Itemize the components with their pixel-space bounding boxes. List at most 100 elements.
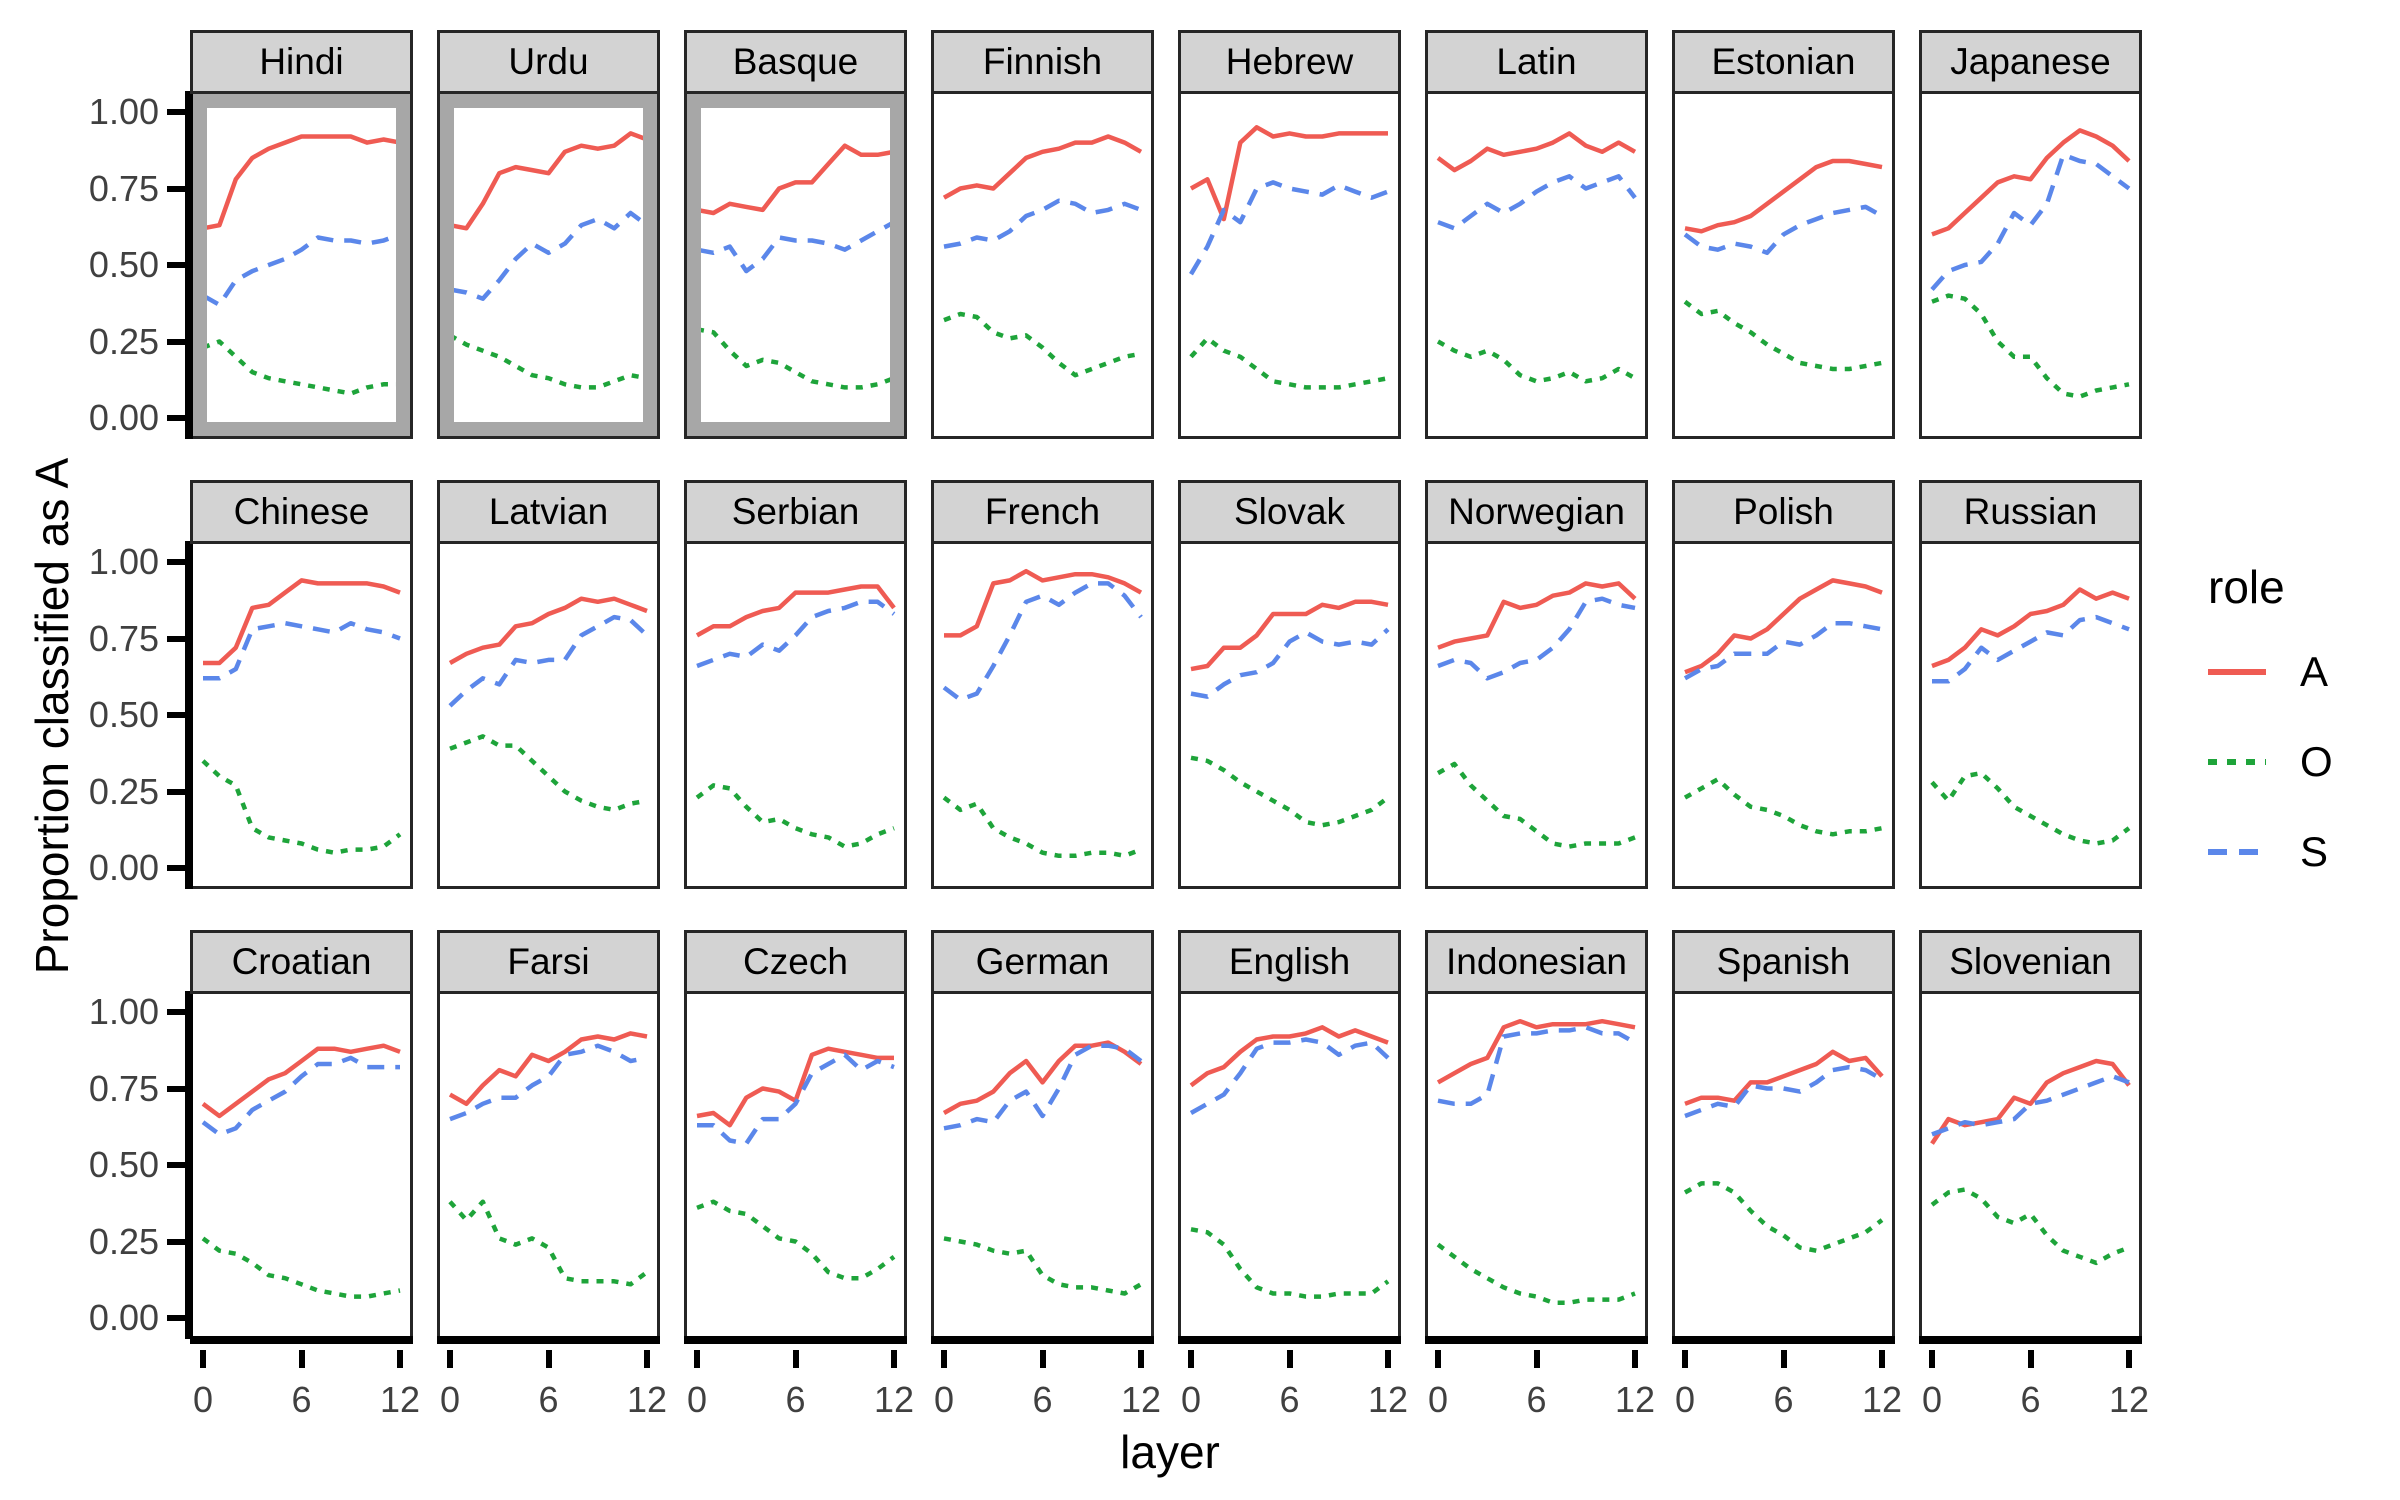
series-O-line (1683, 1181, 1884, 1253)
facet-panel (1672, 91, 1895, 439)
facet-plot (201, 578, 402, 855)
series-A-line (1684, 158, 1883, 234)
facet-panel: 0 6 12 (931, 991, 1161, 1420)
x-tick-label: 6 (1773, 1379, 1794, 1420)
facet-panel (1672, 541, 1895, 889)
x-axis-line (684, 1336, 907, 1344)
facet-plot (1930, 587, 2131, 846)
facet-plot (448, 1031, 649, 1287)
facet-row: Chinese 1.00 0.75 0.50 0.25 0.00 Latvian Serbia… (89, 480, 2142, 889)
facet-panel (1425, 91, 1648, 439)
series-O-line (1931, 293, 2130, 399)
facet-strip-label: Basque (684, 30, 907, 94)
x-tick-label: 12 (1614, 1379, 1656, 1420)
x-tick-label: 0 (1427, 1379, 1449, 1420)
x-tick-label: 12 (2108, 1379, 2150, 1420)
facet-plot (1189, 125, 1389, 390)
facet-plot (448, 131, 649, 390)
series-S-line (697, 1052, 895, 1146)
y-tick-label: 0.00 (88, 847, 159, 888)
facet-strip-label: Indonesian (1425, 930, 1648, 994)
facet-farsi: Farsi 0 6 12 (437, 930, 667, 1420)
y-tick-label: 0.25 (88, 320, 159, 362)
facet-plot (1189, 1025, 1390, 1299)
facet-panel (1178, 91, 1401, 439)
x-tick-mark (2126, 1350, 2132, 1368)
series-O-line (1190, 1227, 1390, 1299)
facet-strip-label: Norwegian (1425, 480, 1648, 544)
y-tick-label: 1.00 (88, 991, 159, 1032)
series-S-line (1189, 1037, 1390, 1115)
x-tick-mark (694, 1350, 700, 1368)
series-A-line (695, 584, 896, 638)
x-tick-label: 6 (785, 1379, 806, 1420)
series-S-line (1930, 152, 2131, 291)
series-A-line (942, 134, 1143, 200)
series-A-line (696, 143, 895, 216)
x-axis-line (437, 1336, 660, 1344)
series-A-line (448, 1031, 648, 1107)
x-tick-mark (1879, 1350, 1885, 1368)
facet-slovak: Slovak (1178, 480, 1401, 889)
facet-strip-label: Farsi (437, 930, 660, 994)
y-tick-mark (167, 788, 185, 795)
x-tick-label: 12 (873, 1379, 915, 1420)
series-A-line (1684, 1049, 1884, 1106)
x-tick-mark (1435, 1350, 1441, 1368)
x-tick-mark (792, 1350, 799, 1368)
series-O-line (1683, 777, 1883, 837)
series-O-line (943, 311, 1142, 378)
series-S-line (696, 599, 896, 669)
series-S-line (1189, 180, 1389, 276)
x-axis-line (1178, 1336, 1401, 1344)
series-A-line (1437, 581, 1637, 650)
x-tick-mark (200, 1350, 206, 1368)
legend-key-dotted-line-icon (2208, 759, 2266, 765)
facet-basque: Basque (684, 30, 907, 439)
facet-panel (931, 541, 1154, 889)
y-tick-label: 0.50 (88, 694, 159, 735)
facet-french: French (931, 480, 1154, 889)
series-A-line (448, 596, 648, 665)
x-axis-title: layer (1120, 1426, 1220, 1478)
x-tick-label: 12 (379, 1379, 421, 1420)
series-O-line (1683, 299, 1883, 372)
x-tick-mark (545, 1350, 552, 1368)
series-S-line (201, 1055, 400, 1137)
series-A-line (1436, 1018, 1636, 1085)
series-A-line (201, 1043, 401, 1119)
x-tick-label: 12 (1367, 1379, 1409, 1420)
series-A-line (942, 1040, 1143, 1115)
series-O-line (448, 1199, 649, 1287)
facet-strip-label: French (931, 480, 1154, 544)
facet-strip-label: Spanish (1672, 930, 1895, 994)
facet-strip-label: Estonian (1672, 30, 1895, 94)
y-tick-mark (167, 1085, 185, 1092)
facet-plot (201, 1043, 401, 1299)
series-O-line (942, 795, 1142, 859)
facet-strip-label: Serbian (684, 480, 907, 544)
facet-plot (448, 596, 649, 813)
x-tick-mark (891, 1350, 897, 1368)
facet-urdu: Urdu (437, 30, 660, 439)
series-S-line (1684, 1064, 1884, 1119)
y-tick-label: 0.00 (88, 397, 159, 438)
x-tick-label: 6 (1279, 1379, 1300, 1420)
legend-item-A: A (2208, 648, 2333, 696)
series-S-line (449, 210, 649, 301)
series-O-line (201, 759, 402, 855)
x-tick-label: 0 (439, 1379, 461, 1420)
series-S-line (1932, 614, 2130, 684)
x-tick-mark (298, 1350, 305, 1368)
series-S-line (449, 1043, 648, 1122)
facet-strip-label: Slovak (1178, 480, 1401, 544)
x-tick-label: 12 (1861, 1379, 1903, 1420)
x-tick-label: 0 (933, 1379, 955, 1420)
facet-plot (1930, 128, 2131, 399)
facet-plot (1436, 581, 1637, 849)
y-tick-label: 0.25 (88, 770, 159, 812)
x-tick-label: 6 (2020, 1379, 2041, 1420)
x-tick-mark (1632, 1350, 1638, 1368)
facet-strip-label: Russian (1919, 480, 2142, 544)
series-S-line (1931, 1074, 2130, 1137)
